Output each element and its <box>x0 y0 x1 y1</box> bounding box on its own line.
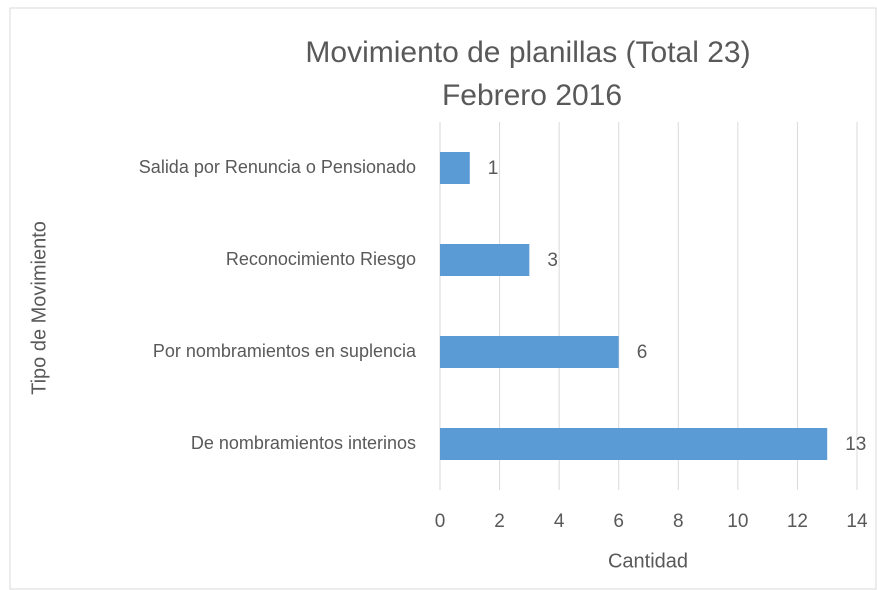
chart-subtitle: Febrero 2016 <box>442 79 622 112</box>
x-tick-label: 0 <box>435 511 446 532</box>
x-tick-label: 12 <box>787 511 808 532</box>
bar <box>440 336 619 368</box>
y-tick-label: De nombramientos interinos <box>191 433 416 453</box>
bar <box>440 244 530 276</box>
data-label: 3 <box>547 250 558 271</box>
bar <box>440 428 828 460</box>
x-tick-label: 10 <box>727 511 748 532</box>
data-label: 1 <box>488 158 499 179</box>
y-tick-label: Por nombramientos en suplencia <box>153 341 417 361</box>
y-tick-label: Reconocimiento Riesgo <box>226 249 416 269</box>
y-axis-label: Tipo de Movimiento <box>28 221 50 395</box>
chart-title: Movimiento de planillas (Total 23) <box>305 36 750 69</box>
data-label: 13 <box>845 434 866 455</box>
data-label: 6 <box>637 342 648 363</box>
x-axis-label: Cantidad <box>608 550 688 572</box>
x-tick-label: 4 <box>554 511 565 532</box>
chart-border <box>9 7 877 590</box>
bar <box>440 152 470 184</box>
x-tick-label: 14 <box>846 511 868 532</box>
x-tick-label: 8 <box>673 511 684 532</box>
y-tick-label: Salida por Renuncia o Pensionado <box>139 157 416 177</box>
x-tick-label: 6 <box>613 511 624 532</box>
x-tick-label: 2 <box>494 511 505 532</box>
